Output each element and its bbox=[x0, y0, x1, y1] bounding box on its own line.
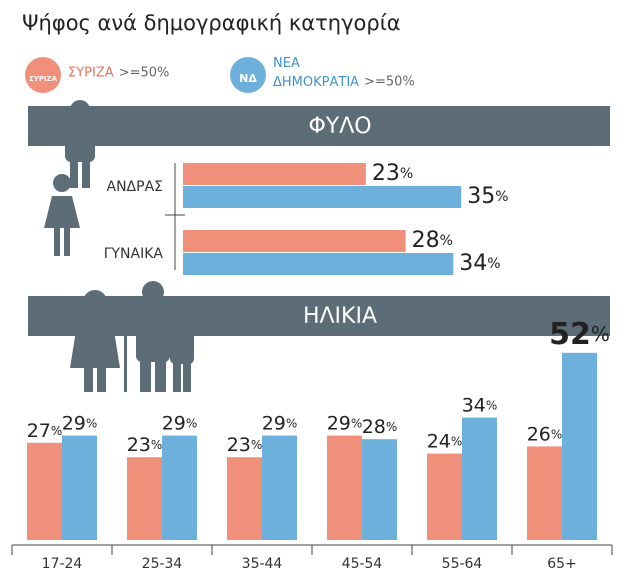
bar bbox=[183, 230, 406, 252]
value-label: 29% bbox=[62, 412, 98, 434]
value-label: 23% bbox=[372, 161, 413, 186]
legend-label: ΣΥΡΙΖΑ bbox=[68, 66, 114, 81]
category-label: 17-24 bbox=[42, 556, 83, 572]
title: Ψήφος ανά δημογραφική κατηγορία bbox=[22, 11, 401, 35]
legend-note: >=50% bbox=[119, 66, 170, 81]
category-label: 25-34 bbox=[142, 556, 183, 572]
value-label: 34% bbox=[459, 251, 500, 276]
bar bbox=[527, 446, 562, 540]
category-label: ΓΥΝΑΙΚΑ bbox=[104, 246, 164, 262]
section-title: ΗΛΙΚΙΑ bbox=[303, 304, 377, 329]
bar bbox=[27, 442, 62, 540]
value-label: 52% bbox=[549, 316, 610, 351]
legend-note: >=50% bbox=[364, 75, 415, 90]
category-label: 35-44 bbox=[242, 556, 283, 572]
value-label: 23% bbox=[127, 434, 163, 456]
value-label: 34% bbox=[462, 394, 498, 416]
value-label: 28% bbox=[412, 228, 453, 253]
section-title: ΦΥΛΟ bbox=[308, 114, 371, 139]
value-label: 29% bbox=[327, 412, 363, 434]
section-bar bbox=[28, 296, 610, 336]
bar bbox=[362, 439, 397, 540]
bar bbox=[183, 186, 462, 208]
bar bbox=[183, 253, 454, 275]
value-label: 23% bbox=[227, 434, 263, 456]
bar bbox=[562, 352, 597, 540]
legend-logo bbox=[230, 57, 266, 93]
value-label: 24% bbox=[427, 430, 463, 452]
legend-logo-text: ΝΔ bbox=[239, 72, 257, 85]
category-label: 55-64 bbox=[442, 556, 483, 572]
bar bbox=[162, 435, 197, 540]
value-label: 29% bbox=[262, 412, 298, 434]
value-label: 26% bbox=[527, 423, 563, 445]
bar bbox=[262, 435, 297, 540]
value-label: 29% bbox=[162, 412, 198, 434]
bar bbox=[227, 457, 262, 540]
value-label: 35% bbox=[467, 184, 508, 209]
category-label: 65+ bbox=[547, 556, 577, 572]
bar bbox=[462, 417, 497, 540]
category-label: ΑΝΔΡΑΣ bbox=[107, 179, 164, 195]
value-label: 27% bbox=[27, 419, 63, 441]
bar bbox=[127, 457, 162, 540]
section-bar bbox=[28, 106, 610, 146]
legend-label: ΝΕΑ ΔΗΜΟΚΡΑΤΙΑ bbox=[273, 56, 359, 90]
legend-logo-text: ΣΥΡΙΖΑ bbox=[29, 75, 58, 83]
bar bbox=[427, 453, 462, 540]
value-label: 28% bbox=[362, 416, 398, 438]
legend-logo bbox=[25, 57, 61, 93]
bar bbox=[327, 435, 362, 540]
bar bbox=[62, 435, 97, 540]
category-label: 45-54 bbox=[342, 556, 383, 572]
bar bbox=[183, 163, 366, 185]
